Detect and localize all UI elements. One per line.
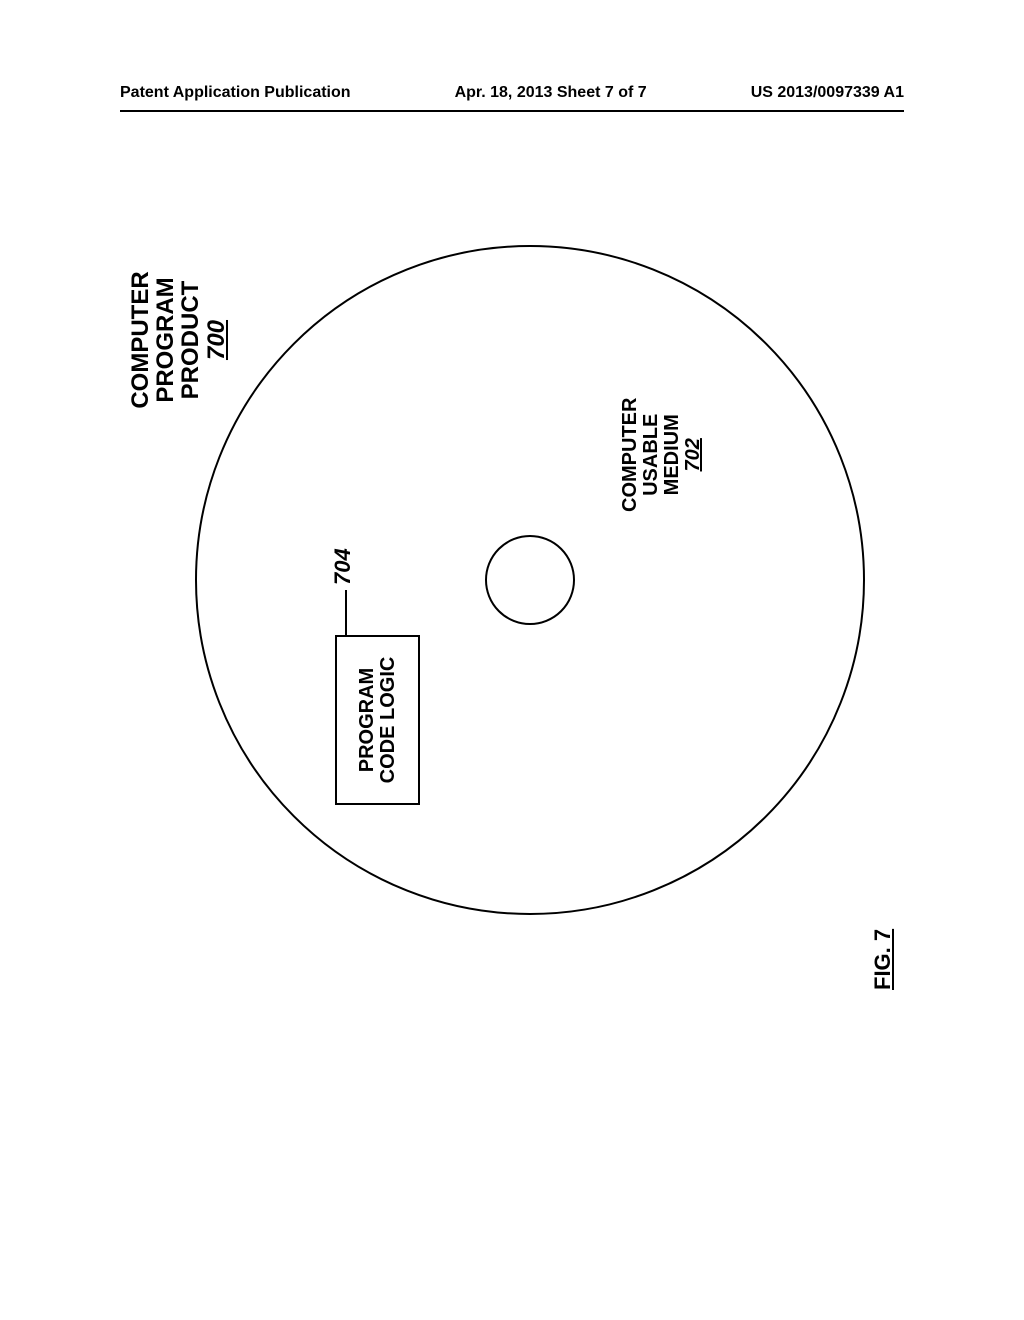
header-rule <box>120 110 904 112</box>
medium-line3: MEDIUM <box>662 398 683 512</box>
header-left: Patent Application Publication <box>120 84 351 102</box>
product-title-ref: 700 <box>204 260 229 420</box>
program-code-logic-box: PROGRAM CODE LOGIC <box>335 635 420 805</box>
header-right: US 2013/0097339 A1 <box>751 84 904 102</box>
product-title-text: COMPUTER PROGRAM PRODUCT <box>128 260 204 420</box>
patent-page: Patent Application Publication Apr. 18, … <box>0 0 1024 1320</box>
ref-704-text: 704 <box>330 548 355 585</box>
header-center: Apr. 18, 2013 Sheet 7 of 7 <box>455 84 647 102</box>
leader-line-704 <box>345 590 347 635</box>
figure-7: FIG. 7 COMPUTER PROGRAM PRODUCT 700 PROG… <box>60 260 960 1020</box>
medium-line1: COMPUTER <box>620 398 641 512</box>
ref-704: 704 <box>330 548 356 585</box>
computer-usable-medium-label: COMPUTER USABLE MEDIUM 702 <box>620 398 704 512</box>
product-title: COMPUTER PROGRAM PRODUCT 700 <box>128 260 229 420</box>
medium-line2: USABLE <box>641 398 662 512</box>
code-box-text: PROGRAM CODE LOGIC <box>357 657 399 784</box>
medium-ref: 702 <box>683 398 704 512</box>
code-box-line1: PROGRAM <box>357 657 378 784</box>
figure-label: FIG. 7 <box>870 929 896 990</box>
code-box-line2: CODE LOGIC <box>378 657 399 784</box>
page-header: Patent Application Publication Apr. 18, … <box>0 84 1024 102</box>
disc-inner-circle <box>485 535 575 625</box>
